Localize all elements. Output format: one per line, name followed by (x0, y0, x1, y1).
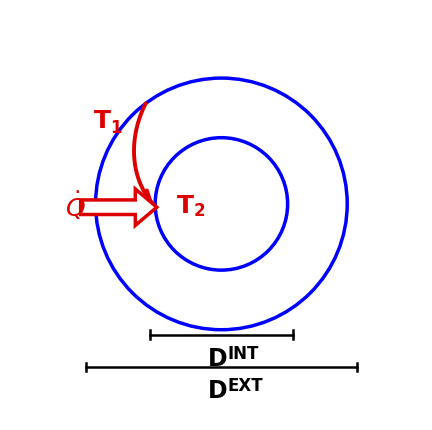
Text: D: D (208, 379, 228, 403)
Text: D: D (208, 347, 228, 371)
Polygon shape (81, 189, 157, 225)
Text: T: T (177, 194, 194, 218)
Text: INT: INT (227, 344, 259, 362)
Text: EXT: EXT (227, 377, 263, 395)
Text: 1: 1 (110, 119, 121, 137)
Text: T: T (94, 109, 111, 133)
Text: 2: 2 (193, 202, 205, 220)
Text: $\dot{Q}$: $\dot{Q}$ (65, 189, 86, 222)
